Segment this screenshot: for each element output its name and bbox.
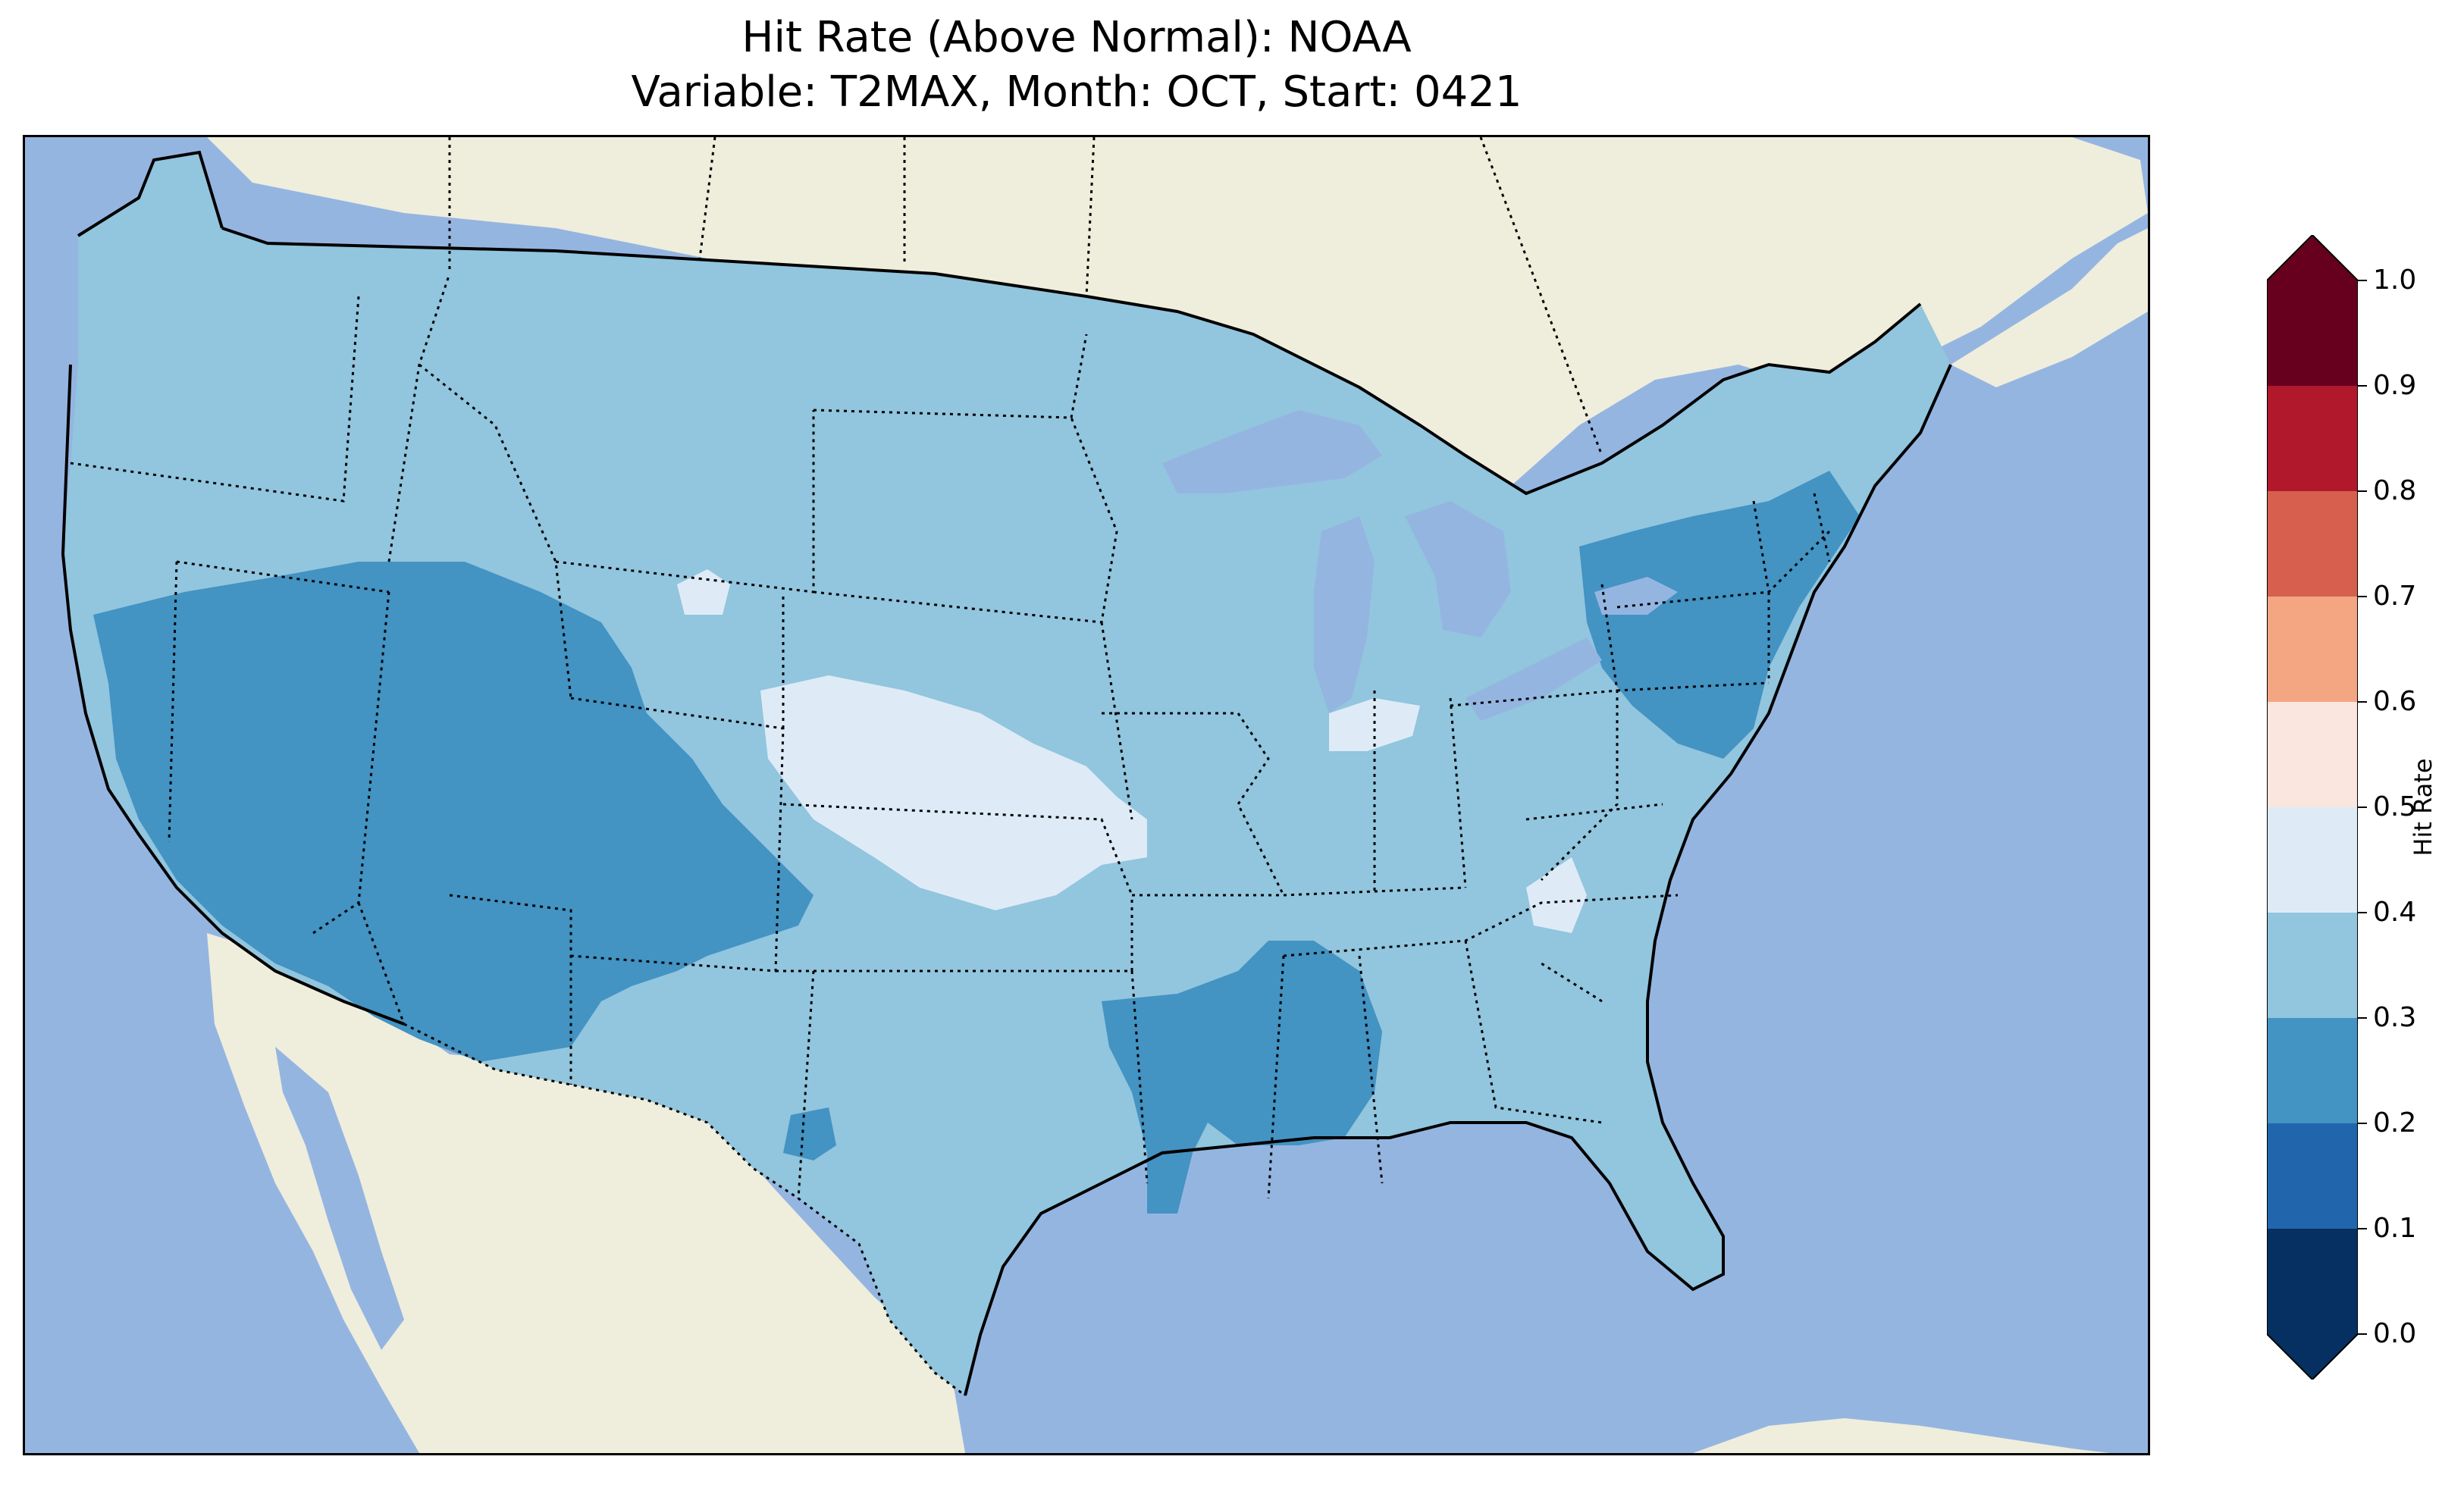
colorbar-tick-label: 0.9 (2373, 370, 2417, 401)
us-coastline (61, 150, 1952, 1396)
colorbar-tick-label: 0.4 (2373, 897, 2417, 928)
colorbar-bin (2267, 1018, 2358, 1123)
central-plains-upper-bin (760, 675, 1147, 910)
colorbar-tick-mark (2358, 385, 2367, 387)
map-subtitle: Variable: T2MAX, Month: OCT, Start: 0421 (631, 67, 1522, 117)
colorbar-extend-max (2267, 235, 2358, 280)
colorbar-tick-mark (2358, 1333, 2367, 1335)
colorbar-tick-label: 0.7 (2373, 581, 2417, 612)
colorbar-tick-label: 0.2 (2373, 1107, 2417, 1139)
us-canada-border (221, 227, 1922, 496)
colorbar-label: Hit Rate (2409, 758, 2437, 857)
colorbar-bin (2267, 702, 2358, 807)
colorbar-bin (2267, 807, 2358, 913)
colorbar-tick-mark (2358, 701, 2367, 703)
colorbar-bin (2267, 386, 2358, 491)
colorbar-tick-label: 0.8 (2373, 475, 2417, 506)
map-title: Hit Rate (Above Normal): NOAA (741, 13, 1412, 62)
colorbar-tick-label: 0.1 (2373, 1213, 2417, 1244)
northeast-lower-bin (1579, 471, 1860, 759)
colorbar-tick-label: 0.6 (2373, 686, 2417, 717)
colorbar-bin (2267, 597, 2358, 702)
lake-huron (1405, 501, 1511, 637)
lake-michigan (1314, 516, 1375, 713)
virginia-upper-bin (1526, 857, 1587, 933)
canada-land (207, 137, 2148, 562)
colorbar-tick-mark (2358, 1228, 2367, 1229)
colorbar-bin (2267, 913, 2358, 1018)
colorbar-tick-label: 0.0 (2373, 1318, 2417, 1349)
colorbar-bin (2267, 1123, 2358, 1229)
colorbar-tick-label: 0.3 (2373, 1002, 2417, 1033)
southwest-lower-bin (93, 562, 813, 1062)
lake-erie (1466, 637, 1602, 721)
lake-ontario (1594, 577, 1678, 615)
lake-superior (1162, 410, 1382, 493)
maritimes-land (1951, 228, 2148, 387)
colorbar-tick-mark (2358, 1123, 2367, 1124)
colorbar-tick-mark (2358, 912, 2367, 913)
indiana-upper-bin (1329, 698, 1420, 751)
canada-province-borders (448, 137, 1603, 456)
colorbar-extend-min (2267, 1334, 2358, 1380)
cuba-land (1693, 1418, 2110, 1453)
map-panel (23, 135, 2150, 1455)
mississippi-lower-bin (1102, 941, 1382, 1214)
colorbar-tick-label: 0.5 (2373, 791, 2417, 822)
us-mexico-border (403, 1023, 966, 1397)
colorbar-tick-mark (2358, 1017, 2367, 1019)
gulf-of-california (275, 1047, 404, 1350)
state-borders (70, 273, 1831, 1199)
colorbar-tick-label: 1.0 (2373, 265, 2417, 296)
colorbar-bin (2267, 280, 2358, 386)
colorbar-tick-mark (2358, 596, 2367, 597)
colorbar-tick-mark (2358, 490, 2367, 492)
colorbar (2267, 235, 2358, 1380)
colorbar-bin (2267, 491, 2358, 597)
colorbar-tick-mark (2358, 807, 2367, 808)
colorbar-bin (2267, 1229, 2358, 1334)
colorbar-tick-mark (2358, 280, 2367, 281)
texas-lower-bin-patch (783, 1107, 836, 1160)
map-canvas (25, 137, 2148, 1453)
